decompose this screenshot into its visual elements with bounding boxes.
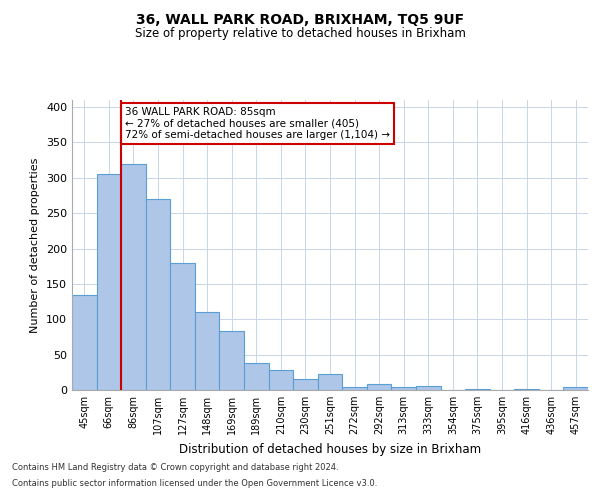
Bar bbox=[72, 294, 97, 390]
Bar bbox=[465, 388, 490, 390]
Bar bbox=[342, 387, 367, 390]
Bar bbox=[563, 387, 588, 390]
Bar bbox=[391, 387, 416, 390]
Bar bbox=[121, 164, 146, 390]
Bar bbox=[195, 312, 220, 390]
Text: 36, WALL PARK ROAD, BRIXHAM, TQ5 9UF: 36, WALL PARK ROAD, BRIXHAM, TQ5 9UF bbox=[136, 12, 464, 26]
Bar bbox=[170, 262, 195, 390]
Bar bbox=[97, 174, 121, 390]
Text: Contains HM Land Registry data © Crown copyright and database right 2024.: Contains HM Land Registry data © Crown c… bbox=[12, 464, 338, 472]
Text: Size of property relative to detached houses in Brixham: Size of property relative to detached ho… bbox=[134, 28, 466, 40]
Y-axis label: Number of detached properties: Number of detached properties bbox=[31, 158, 40, 332]
Text: 36 WALL PARK ROAD: 85sqm
← 27% of detached houses are smaller (405)
72% of semi-: 36 WALL PARK ROAD: 85sqm ← 27% of detach… bbox=[125, 107, 390, 140]
X-axis label: Distribution of detached houses by size in Brixham: Distribution of detached houses by size … bbox=[179, 442, 481, 456]
Bar bbox=[244, 363, 269, 390]
Bar bbox=[146, 199, 170, 390]
Bar bbox=[293, 380, 318, 390]
Bar bbox=[416, 386, 440, 390]
Bar bbox=[318, 374, 342, 390]
Bar bbox=[269, 370, 293, 390]
Text: Contains public sector information licensed under the Open Government Licence v3: Contains public sector information licen… bbox=[12, 478, 377, 488]
Bar bbox=[367, 384, 391, 390]
Bar bbox=[514, 388, 539, 390]
Bar bbox=[220, 332, 244, 390]
